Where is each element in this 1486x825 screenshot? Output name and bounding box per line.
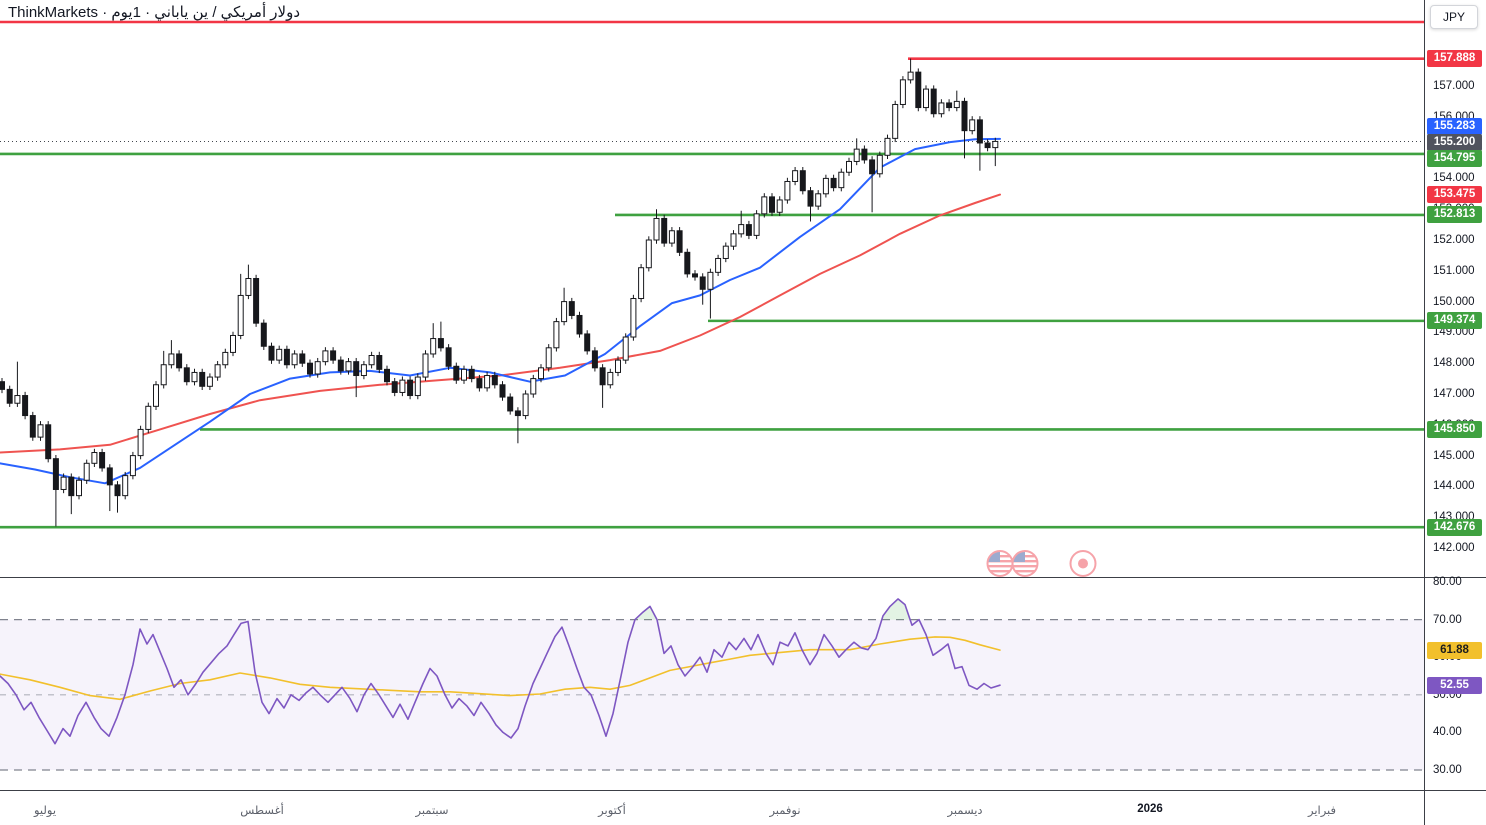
price-axis-label: 150.000 [1433,295,1475,308]
price-axis-badge: 142.676 [1427,518,1482,536]
time-axis-label[interactable]: ديسمبر [947,805,983,817]
symbol-watermark [986,550,1097,577]
price-axis-label: 144.000 [1433,480,1475,493]
price-axis-label: 152.000 [1433,234,1475,246]
price-axis-badge: 157.888 [1427,50,1482,68]
rsi-axis-label: 30.00 [1433,764,1462,776]
price-axis-label: 149.000 [1433,326,1475,339]
price-axis-badge: 149.374 [1427,312,1482,330]
rsi-axis-label: 70.00 [1433,613,1462,626]
time-axis-label[interactable]: فبراير [1307,805,1337,817]
price-axis-label: 148.000 [1433,357,1475,370]
flag-japan-icon [1069,550,1097,577]
pair-flag-us2-icon [1011,550,1039,577]
pair-flag-us1-icon [986,550,1014,577]
price-axis-label: 157.000 [1433,80,1475,92]
time-axis-label[interactable]: أغسطس [240,805,284,817]
time-axis-label[interactable]: نوفمبر [769,805,801,817]
currency-button[interactable]: JPY [1430,5,1478,29]
price-axis-label: 142.000 [1433,542,1475,554]
price-axis-label: 147.000 [1433,388,1475,400]
rsi-axis-badge: 61.88 [1427,641,1482,659]
time-axis-label[interactable]: سبتمبر [415,805,449,817]
price-axis-label: 154.000 [1433,172,1475,185]
price-axis-label: 145.000 [1433,449,1475,462]
price-axis-badge: 152.813 [1427,206,1482,224]
rsi-axis-label: 80.00 [1433,576,1462,588]
price-axis-badge: 153.475 [1427,186,1482,204]
time-axis-label[interactable]: 2026 [1137,803,1163,815]
rsi-axis-label: 40.00 [1433,726,1462,739]
price-axis-badge: 155.200 [1427,133,1482,151]
price-axis-badge: 145.850 [1427,420,1482,438]
rsi-axis-badge: 52.55 [1427,676,1482,694]
chart-legend-title[interactable]: دولار أمريكي / ين ياباني · 1يوم · ThinkM… [8,4,301,21]
time-axis-label[interactable]: يوليو [33,805,57,817]
price-axis-label: 151.000 [1433,264,1475,277]
price-axis-badge: 155.283 [1427,117,1482,135]
time-axis-label[interactable]: أكتوبر [598,805,626,817]
price-axis-badge: 154.795 [1427,149,1482,167]
